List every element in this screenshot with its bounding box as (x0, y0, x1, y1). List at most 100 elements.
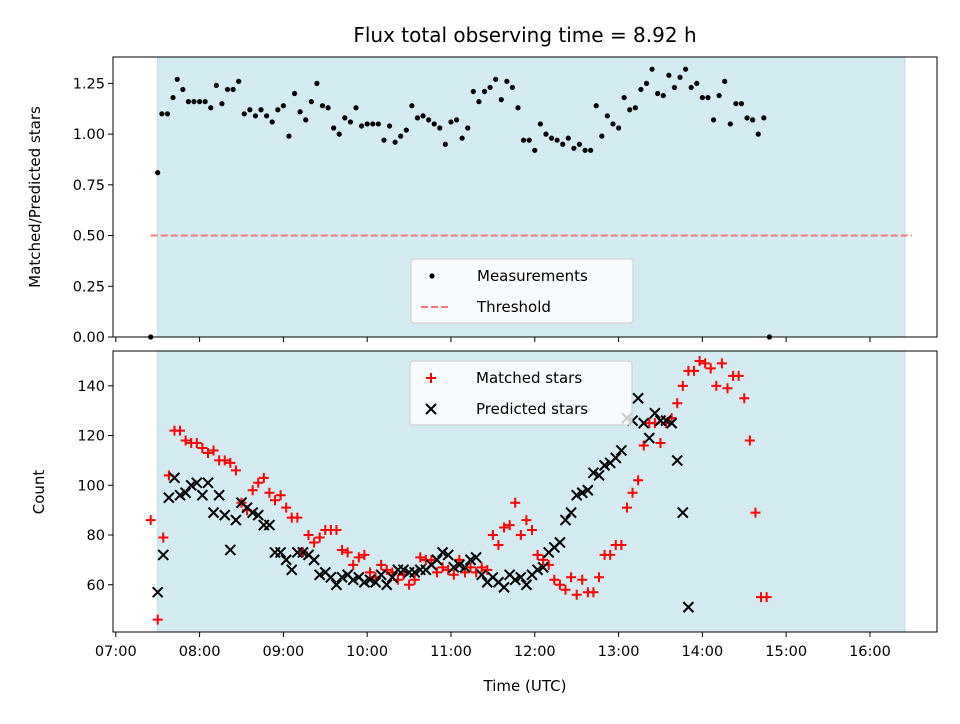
data-point (520, 579, 533, 591)
data-point (515, 571, 527, 583)
data-point (263, 519, 276, 531)
series-measurements (148, 66, 773, 340)
x-tick-label: 16:00 (849, 644, 891, 660)
data-point (655, 90, 661, 97)
data-point (537, 561, 549, 574)
data-point (582, 147, 588, 153)
data-point (274, 546, 287, 559)
x-tick-label: 08:00 (179, 644, 221, 660)
data-point (577, 574, 588, 585)
data-point (364, 121, 370, 127)
data-point (615, 125, 622, 131)
data-point (157, 549, 169, 561)
data-point (566, 572, 577, 583)
data-point (705, 94, 711, 101)
data-point (582, 484, 594, 496)
data-point (476, 99, 482, 105)
data-point (688, 84, 694, 91)
data-point (475, 569, 488, 581)
data-point (716, 358, 727, 369)
data-point (170, 94, 176, 101)
plot-frame (112, 56, 938, 338)
data-point (347, 119, 354, 125)
data-point (610, 452, 622, 464)
data-point (431, 121, 437, 127)
data-point (448, 119, 454, 125)
x-tick-label: 15:00 (765, 644, 807, 660)
data-point (196, 99, 203, 105)
data-point (571, 589, 582, 600)
data-point (280, 103, 286, 109)
data-point (515, 530, 526, 541)
data-point (409, 574, 420, 585)
data-point (560, 584, 571, 595)
data-point (281, 502, 292, 513)
data-point (571, 145, 577, 151)
data-point (627, 107, 633, 113)
data-point (593, 469, 605, 482)
x-tick-label: 11:00 (430, 644, 472, 660)
data-point (560, 141, 566, 147)
data-point (213, 489, 225, 501)
data-point (252, 113, 259, 119)
data-point (722, 78, 728, 84)
data-point (331, 125, 337, 131)
data-point (538, 554, 549, 565)
data-point (247, 107, 253, 113)
data-point (593, 103, 599, 109)
data-point (325, 105, 331, 111)
data-point (543, 131, 549, 137)
data-point (230, 465, 241, 476)
legend-box (410, 258, 634, 324)
data-point (426, 554, 437, 565)
y-tick-label: 1.00 (73, 127, 105, 143)
data-point (404, 579, 415, 590)
x-tick-label: 10:00 (346, 644, 388, 660)
data-point (459, 567, 470, 578)
data-point (370, 121, 376, 127)
data-point (487, 530, 498, 541)
data-point (643, 432, 656, 444)
data-point (196, 489, 209, 501)
x-tick-label: 14:00 (681, 644, 723, 660)
data-point (325, 571, 337, 583)
data-point (510, 497, 521, 508)
data-point (605, 549, 616, 560)
data-point (632, 392, 644, 404)
data-point (180, 86, 186, 93)
data-point (168, 472, 181, 484)
data-point (275, 490, 286, 501)
data-point (342, 115, 348, 121)
data-point (739, 393, 750, 404)
data-point (415, 552, 426, 563)
data-point (431, 554, 443, 566)
data-point (314, 532, 325, 543)
data-point (353, 105, 359, 111)
data-point (666, 72, 672, 78)
data-point (426, 117, 432, 123)
data-point (280, 554, 292, 566)
data-point (303, 530, 314, 541)
data-point (179, 487, 192, 499)
y-tick-label: 60 (87, 578, 105, 594)
data-point (744, 115, 750, 121)
data-point (616, 539, 627, 550)
plot-frame (112, 350, 938, 633)
data-point (638, 440, 649, 451)
legend-box (409, 360, 633, 426)
data-point (219, 455, 230, 466)
data-point (711, 380, 722, 391)
data-point (722, 383, 733, 394)
data-point (225, 457, 236, 468)
data-point (191, 477, 203, 489)
data-point (164, 111, 171, 117)
data-point (588, 147, 594, 153)
data-point (761, 115, 767, 121)
data-point (364, 567, 375, 578)
x-tick-label: 09:00 (262, 644, 304, 660)
data-point (499, 522, 510, 533)
data-point (470, 88, 476, 95)
data-point (565, 135, 571, 141)
data-point (264, 113, 270, 119)
legend-label: Predicted stars (476, 400, 588, 418)
